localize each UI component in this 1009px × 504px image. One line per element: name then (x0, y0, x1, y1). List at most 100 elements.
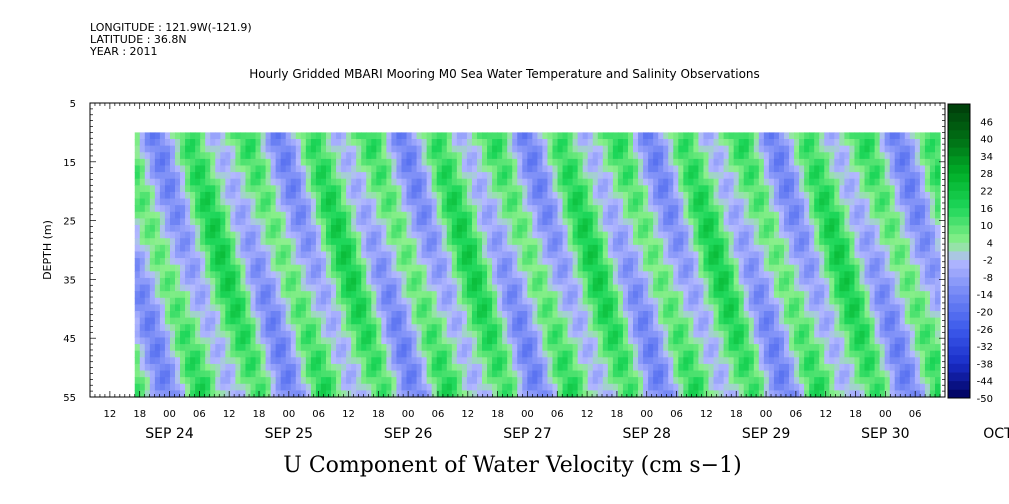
heatmap-cell (487, 337, 493, 345)
heatmap-cell (421, 350, 428, 358)
heatmap-cell (361, 337, 367, 345)
heatmap-cell (210, 324, 216, 332)
heatmap-cell (315, 158, 322, 167)
heatmap-cell (331, 198, 337, 206)
heatmap-cell (461, 383, 468, 391)
heatmap-cell (653, 251, 659, 259)
heatmap-cell (134, 185, 141, 193)
heatmap-cell (295, 291, 302, 299)
heatmap-cell (421, 277, 428, 286)
heatmap-cell (270, 370, 277, 378)
heatmap-cell (607, 330, 614, 339)
heatmap-cell (497, 244, 503, 253)
heatmap-cell (547, 198, 554, 206)
heatmap-cell (139, 330, 146, 339)
heatmap-cell (406, 178, 413, 186)
heatmap-cell (512, 370, 518, 378)
heatmap-cell (527, 357, 533, 365)
heatmap-cell (175, 205, 181, 213)
heatmap-cell (658, 244, 664, 253)
heatmap-cell (622, 297, 629, 305)
heatmap-cell (512, 324, 518, 332)
heatmap-cell (386, 205, 393, 213)
heatmap-cell (557, 337, 564, 345)
heatmap-cell (492, 244, 498, 253)
heatmap-cell (134, 324, 141, 332)
heatmap-cell (180, 284, 186, 292)
heatmap-cell (713, 304, 720, 312)
heatmap-cell (502, 158, 508, 167)
heatmap-cell (366, 238, 372, 246)
heatmap-cell (617, 172, 624, 180)
heatmap-cell (195, 383, 201, 391)
heatmap-cell (517, 370, 523, 378)
heatmap-cell (678, 178, 684, 186)
heatmap-cell (436, 370, 443, 378)
heatmap-cell (431, 277, 438, 286)
heatmap-cell (446, 139, 453, 147)
heatmap-cell (401, 225, 408, 233)
heatmap-cell (346, 264, 352, 272)
heatmap-cell (552, 363, 559, 372)
heatmap-cell (627, 344, 634, 352)
heatmap-cell (617, 297, 624, 305)
heatmap-cell (149, 191, 156, 200)
heatmap-cell (305, 277, 312, 286)
heatmap-cell (643, 264, 649, 272)
heatmap-cell (572, 264, 579, 272)
heatmap-cell (175, 139, 181, 147)
heatmap-cell (336, 178, 342, 186)
heatmap-cell (371, 258, 377, 266)
heatmap-cell (331, 218, 337, 226)
heatmap-cell (557, 251, 564, 259)
heatmap-cell (280, 231, 287, 239)
heatmap-cell (215, 324, 221, 332)
heatmap-cell (331, 277, 337, 286)
heatmap-cell (441, 158, 448, 167)
heatmap-cell (416, 383, 423, 391)
heatmap-cell (633, 324, 639, 332)
heatmap-cell (602, 238, 609, 246)
heatmap-cell (175, 264, 181, 272)
heatmap-cell (502, 225, 508, 233)
heatmap-cell (255, 390, 262, 398)
heatmap-cell (275, 132, 282, 140)
heatmap-cell (698, 277, 705, 286)
heatmap-cell (597, 172, 604, 180)
heatmap-cell (622, 145, 629, 153)
heatmap-cell (154, 205, 161, 213)
heatmap-cell (295, 363, 302, 372)
heatmap-cell (210, 337, 216, 345)
heatmap-cell (169, 390, 176, 398)
heatmap-cell (305, 145, 312, 153)
heatmap-cell (406, 172, 413, 180)
heatmap-cell (446, 238, 453, 246)
heatmap-cell (678, 251, 684, 259)
heatmap-cell (476, 165, 483, 173)
heatmap-cell (522, 158, 528, 167)
heatmap-cell (220, 304, 226, 312)
heatmap-cell (718, 277, 725, 286)
heatmap-cell (426, 218, 433, 226)
heatmap-cell (693, 258, 700, 266)
heatmap-cell (466, 258, 473, 266)
heatmap-cell (482, 271, 488, 279)
heatmap-cell (441, 178, 448, 186)
heatmap-cell (643, 337, 649, 345)
heatmap-cell (482, 231, 488, 239)
heatmap-cell (260, 337, 267, 345)
heatmap-cell (341, 185, 347, 193)
heatmap-cell (134, 304, 141, 312)
heatmap-cell (758, 271, 765, 279)
heatmap-cell (310, 238, 317, 246)
heatmap-cell (280, 324, 287, 332)
heatmap-cell (663, 271, 669, 279)
heatmap-cell (487, 271, 493, 279)
heatmap-cell (582, 363, 589, 372)
heatmap-cell (139, 344, 146, 352)
heatmap-cell (149, 377, 156, 385)
heatmap-cell (431, 311, 438, 319)
heatmap-cell (250, 172, 257, 180)
heatmap-cell (431, 225, 438, 233)
heatmap-cell (482, 277, 488, 286)
